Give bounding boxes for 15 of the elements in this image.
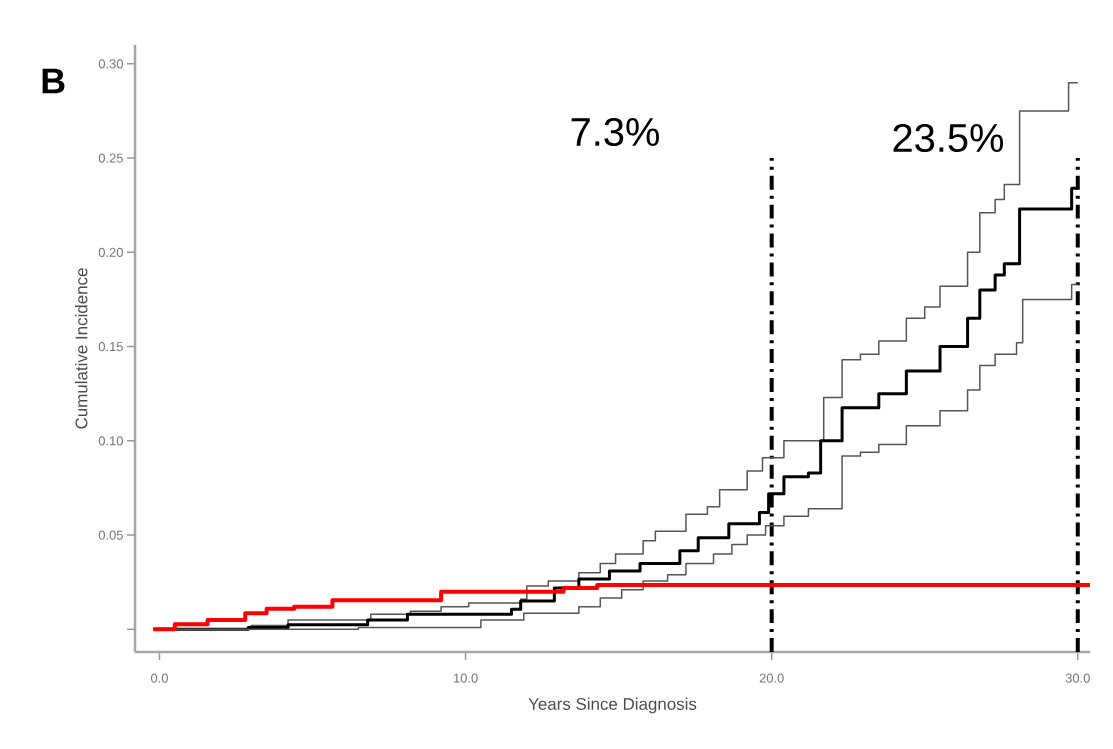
- y-tick-label: 0.15: [98, 342, 123, 352]
- y-axis-title: Cumulative Incidence: [75, 268, 88, 429]
- x-tick-label: 20.0: [759, 673, 784, 683]
- y-tick-label: 0.05: [98, 530, 123, 540]
- y-tick-label: 0.20: [98, 247, 123, 257]
- y-tick-label: 0.25: [98, 153, 123, 163]
- y-tick-label: 0.10: [98, 436, 123, 446]
- annotation: 23.5%: [893, 123, 1004, 153]
- x-tick-label: 30.0: [1065, 673, 1090, 683]
- y-tick-label: 0.30: [98, 59, 123, 69]
- x-axis-title: Years Since Diagnosis: [528, 697, 697, 714]
- annotation: 7.3%: [571, 117, 659, 147]
- text: B: [42, 68, 65, 94]
- x-tick-label: 10.0: [453, 673, 478, 683]
- x-tick-label: 0.0: [150, 673, 168, 683]
